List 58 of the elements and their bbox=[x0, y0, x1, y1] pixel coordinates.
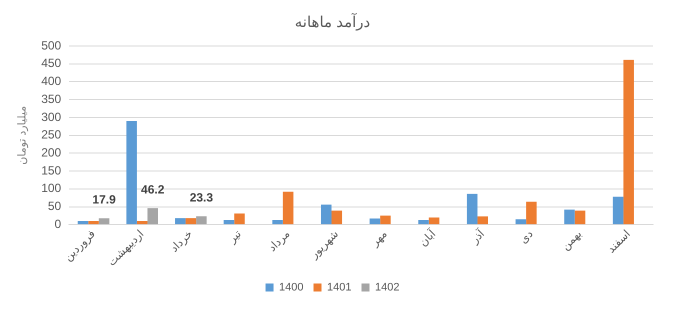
bar bbox=[380, 216, 391, 224]
legend-label: 1402 bbox=[374, 282, 400, 294]
y-tick-label: 0 bbox=[54, 216, 62, 231]
x-tick-label: مهر bbox=[368, 228, 390, 250]
legend-label: 1400 bbox=[279, 282, 304, 294]
x-tick-label: آذر bbox=[467, 226, 488, 247]
x-tick-label: دی bbox=[518, 228, 536, 246]
x-tick-label: مرداد bbox=[266, 228, 292, 254]
bar bbox=[332, 210, 342, 224]
bar bbox=[175, 218, 186, 224]
x-tick-label: بهمن bbox=[560, 228, 584, 253]
data-label: 46.2 bbox=[141, 182, 165, 196]
x-tick-label: تیر bbox=[226, 228, 244, 246]
y-tick-label: 500 bbox=[41, 38, 62, 52]
data-label: 17.9 bbox=[92, 192, 116, 207]
y-tick-label: 50 bbox=[48, 199, 62, 214]
bar bbox=[418, 220, 429, 224]
bar bbox=[574, 210, 586, 224]
y-tick-label: 250 bbox=[41, 128, 62, 142]
bar bbox=[234, 214, 245, 224]
bar bbox=[78, 221, 88, 224]
y-tick-label: 400 bbox=[41, 74, 62, 88]
bar bbox=[126, 121, 137, 224]
bar bbox=[428, 217, 440, 224]
bar bbox=[516, 219, 526, 224]
y-tick-label: 300 bbox=[41, 110, 62, 124]
bar bbox=[196, 216, 207, 224]
x-tick-label: آبان bbox=[416, 226, 440, 249]
bar bbox=[477, 216, 488, 224]
y-tick-label: 450 bbox=[41, 56, 62, 70]
bar bbox=[186, 218, 196, 224]
bar bbox=[224, 220, 234, 224]
bar bbox=[623, 60, 634, 224]
bar bbox=[370, 218, 380, 224]
bar bbox=[612, 196, 624, 224]
bar bbox=[98, 218, 110, 224]
bar bbox=[272, 220, 283, 224]
x-tick-label: اردیبهشت bbox=[106, 228, 146, 269]
x-tick-label: فروردین bbox=[62, 228, 98, 264]
y-tick-label: 350 bbox=[41, 92, 62, 106]
bar bbox=[320, 204, 332, 224]
bar bbox=[466, 194, 478, 224]
y-tick-label: 100 bbox=[41, 181, 62, 196]
bar bbox=[88, 221, 99, 224]
y-tick-label: 150 bbox=[41, 163, 62, 178]
x-tick-label: شهریور bbox=[308, 228, 342, 262]
x-tick-label: خرداد bbox=[168, 228, 196, 255]
data-label: 23.3 bbox=[190, 190, 214, 205]
bar bbox=[564, 210, 575, 224]
x-tick-label: اسفند bbox=[605, 228, 633, 256]
legend-label: 1401 bbox=[327, 282, 352, 294]
bar bbox=[282, 192, 294, 224]
bar bbox=[147, 208, 158, 224]
chart-title: درآمد ماهانه bbox=[294, 12, 370, 32]
bar bbox=[526, 202, 537, 224]
bar bbox=[136, 221, 148, 224]
y-axis-title: میلیارد تومان bbox=[16, 106, 29, 165]
y-tick-label: 200 bbox=[41, 145, 62, 160]
